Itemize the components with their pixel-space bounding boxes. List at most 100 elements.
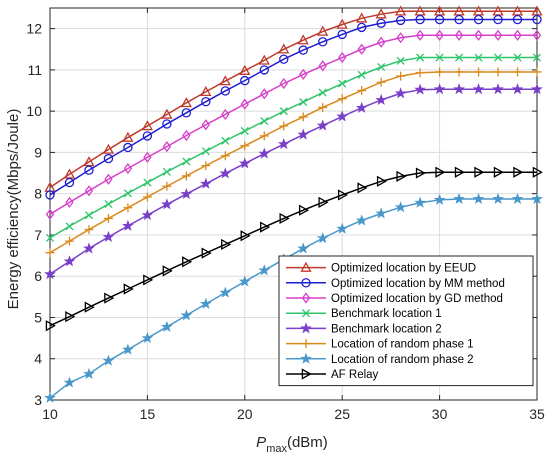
legend-label: Benchmark location 2 <box>331 323 442 335</box>
legend-label: Optimized location by EEUD <box>331 263 476 275</box>
data-point <box>238 157 251 169</box>
series-8 <box>45 166 543 332</box>
data-point <box>84 301 95 313</box>
data-point <box>141 120 154 131</box>
data-point <box>493 67 503 77</box>
data-point <box>220 86 231 96</box>
data-point <box>435 166 446 178</box>
data-point <box>297 128 310 140</box>
data-point <box>298 204 310 216</box>
legend-entry: Optimized location by GD method <box>286 292 503 305</box>
series-6 <box>45 67 542 258</box>
data-point <box>318 37 328 47</box>
data-point <box>63 376 76 388</box>
axes: 10 15 20 25 30 35 3 4 5 6 7 8 9 10 11 12 <box>26 7 545 422</box>
data-point <box>511 83 524 95</box>
data-point <box>434 14 445 25</box>
data-point <box>435 53 444 62</box>
legend-entry: Optimized location by MM method <box>286 278 505 290</box>
data-point <box>123 203 133 213</box>
data-point <box>123 283 134 295</box>
data-point <box>45 208 55 220</box>
data-point <box>338 51 347 64</box>
legend-label: Optimized location by MM method <box>331 278 505 290</box>
data-point <box>356 12 368 23</box>
data-point <box>201 147 210 156</box>
data-point <box>474 67 484 77</box>
series-2 <box>45 14 542 200</box>
data-point <box>143 151 152 163</box>
data-point <box>240 98 249 110</box>
data-point <box>433 193 446 205</box>
data-point <box>455 53 464 62</box>
data-point <box>454 29 464 41</box>
legend-entry: Benchmark location 2 <box>286 322 442 335</box>
data-point <box>473 14 484 25</box>
data-point <box>122 131 134 142</box>
data-point <box>240 75 250 86</box>
data-point <box>453 192 465 205</box>
data-point <box>84 225 94 235</box>
legend-entry: AF Relay <box>286 368 379 381</box>
y-tick-label: 9 <box>34 144 42 160</box>
data-point <box>513 53 522 62</box>
data-point <box>180 309 193 321</box>
legend-marker <box>300 322 312 334</box>
data-point <box>277 138 290 150</box>
series-3 <box>45 29 542 220</box>
y-tick-label: 10 <box>26 103 42 119</box>
data-point <box>298 45 308 55</box>
data-point <box>64 177 75 188</box>
data-point <box>104 292 115 304</box>
data-point <box>454 67 464 77</box>
x-axis-label-main: P <box>256 434 266 451</box>
data-point <box>415 68 425 78</box>
data-point <box>162 181 172 191</box>
data-point <box>104 199 113 209</box>
x-tick-label: 10 <box>42 406 58 422</box>
data-point <box>64 236 74 246</box>
data-point <box>279 107 288 116</box>
data-point <box>357 43 366 55</box>
data-point <box>395 5 407 16</box>
data-point <box>219 167 232 179</box>
legend-marker <box>301 292 311 304</box>
x-tick-label: 30 <box>432 406 448 422</box>
data-point <box>415 167 426 179</box>
data-point <box>395 15 406 26</box>
data-point <box>435 29 444 41</box>
data-point <box>219 286 232 298</box>
data-point <box>83 242 95 254</box>
legend-label: AF Relay <box>331 369 379 381</box>
data-point <box>492 83 504 95</box>
data-point <box>162 119 172 129</box>
legend-label: Location of random phase 1 <box>331 339 474 351</box>
legend-marker <box>300 261 312 272</box>
data-point <box>258 147 271 159</box>
y-tick-label: 4 <box>34 351 42 367</box>
data-point <box>531 83 543 95</box>
data-point <box>297 34 309 45</box>
data-point <box>102 143 115 154</box>
legend-label: Benchmark location 1 <box>331 308 442 320</box>
data-point <box>44 391 56 403</box>
data-point <box>279 121 289 131</box>
data-point <box>474 53 483 62</box>
data-point <box>336 222 349 234</box>
data-point <box>513 29 522 41</box>
data-point <box>356 22 367 33</box>
data-point <box>162 265 173 277</box>
data-point <box>318 88 327 97</box>
data-point <box>44 268 56 280</box>
legend-marker <box>301 368 312 380</box>
data-point <box>84 185 94 197</box>
data-point <box>201 96 211 107</box>
legend-entry: Benchmark location 1 <box>286 308 442 320</box>
data-point <box>513 166 524 178</box>
data-point <box>200 177 212 189</box>
data-point <box>474 29 483 41</box>
data-point <box>200 85 212 97</box>
data-point <box>474 166 485 178</box>
data-point <box>472 83 485 95</box>
data-point <box>143 274 154 286</box>
